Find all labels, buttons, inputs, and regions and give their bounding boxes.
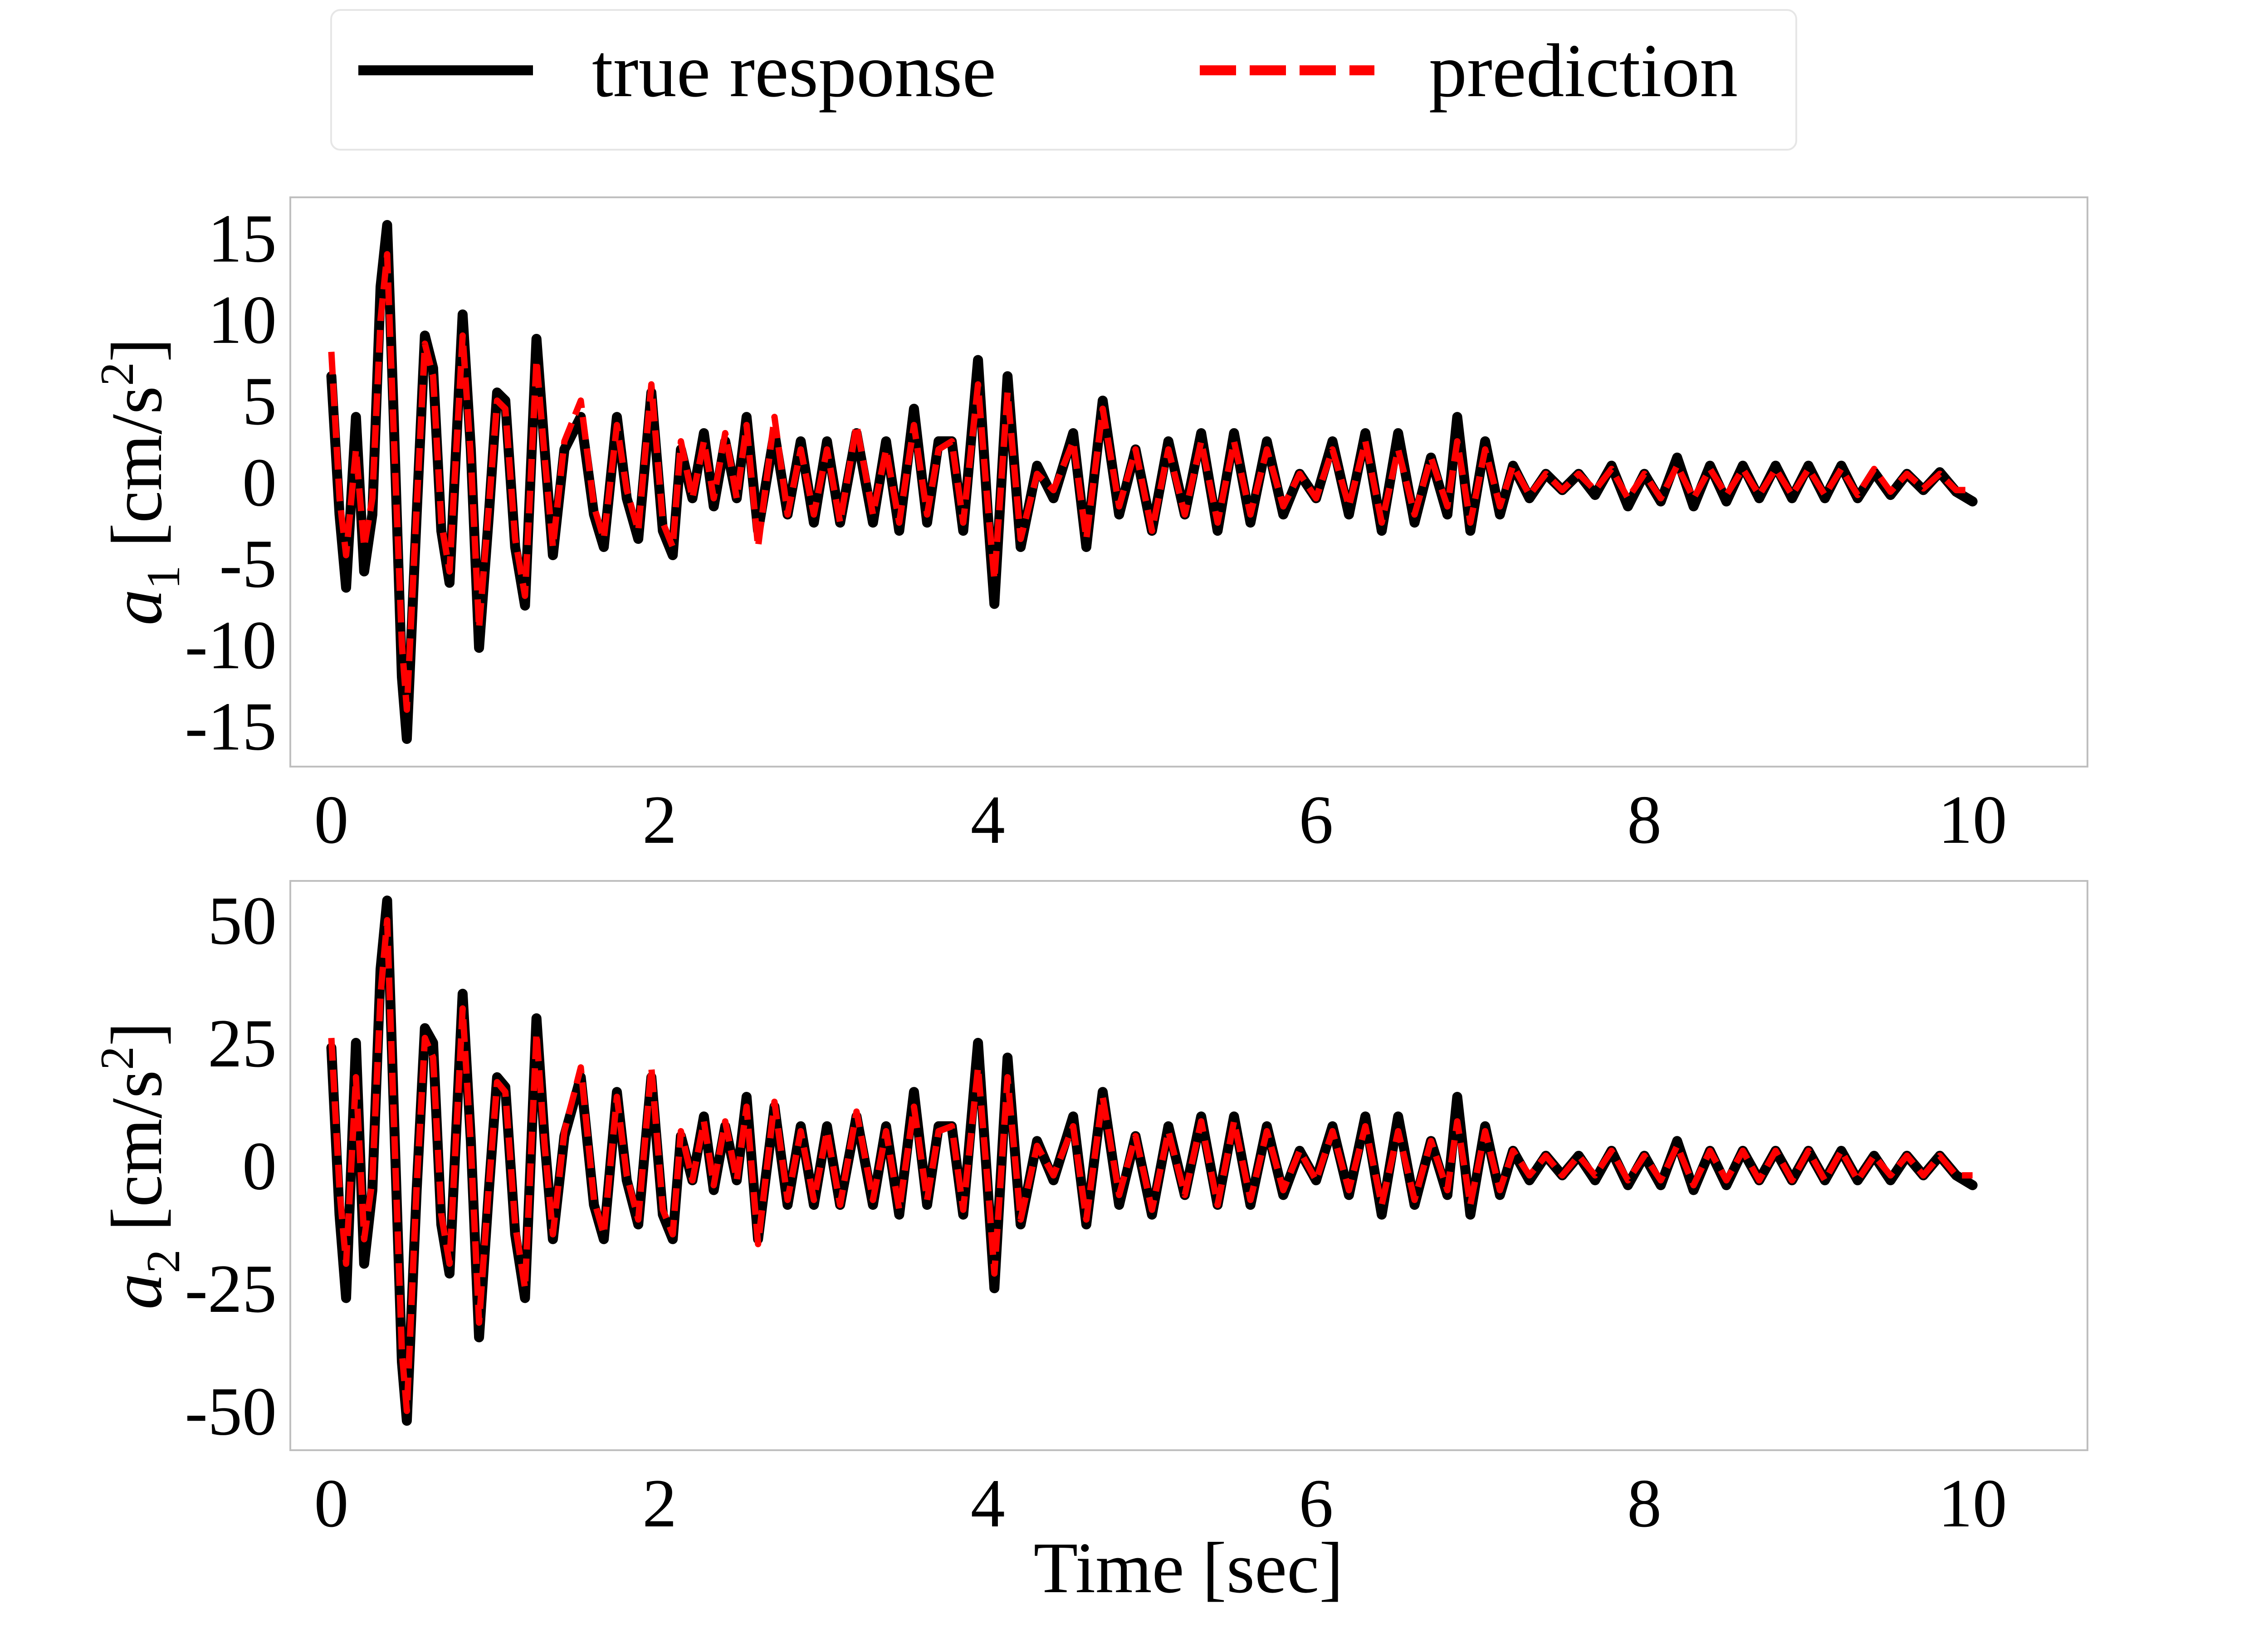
- top-y-axis-label: a1 [cm/s2]: [90, 338, 190, 626]
- top-ytick-label: 0: [242, 445, 277, 521]
- top-series-true-response-line: [326, 220, 1978, 744]
- top-ytick-label: -10: [185, 607, 277, 683]
- bottom-ytick-label: 25: [208, 1005, 277, 1081]
- legend-frame: [330, 9, 1797, 151]
- bottom-ytick-label: -25: [185, 1251, 277, 1327]
- top-axes-frame: [289, 196, 2088, 768]
- bottom-series-true-response-line: [326, 895, 1978, 1426]
- top-ytick-label: -5: [219, 526, 277, 602]
- top-xtick-label: 6: [1299, 782, 1333, 858]
- bottom-yticks: 50 25 0 -25 -50: [185, 883, 277, 1450]
- bottom-ytick-label: -50: [185, 1373, 277, 1449]
- top-xtick-label: 2: [642, 782, 677, 858]
- bottom-series-prediction-line: [328, 917, 1973, 1414]
- bottom-xtick-label: 8: [1627, 1465, 1662, 1541]
- top-ytick-label: 5: [242, 363, 277, 439]
- top-xticks: 0 2 4 6 8 10: [314, 782, 2007, 858]
- top-ytick-label: 10: [208, 282, 277, 358]
- top-series-prediction-line: [328, 251, 1973, 713]
- bottom-xtick-label: 4: [971, 1465, 1005, 1541]
- top-ytick-label: 15: [208, 200, 277, 277]
- top-series-layer: [326, 220, 1978, 744]
- bottom-ytick-label: 0: [242, 1128, 277, 1204]
- bottom-xtick-label: 2: [642, 1465, 677, 1541]
- top-xtick-label: 0: [314, 782, 348, 858]
- bottom-xtick-label: 10: [1938, 1465, 2007, 1541]
- bottom-y-axis-label: a2 [cm/s2]: [90, 1022, 190, 1310]
- bottom-xtick-label: 6: [1299, 1465, 1333, 1541]
- x-axis-label: Time [sec]: [1034, 1527, 1344, 1608]
- bottom-series-layer: [326, 895, 1978, 1426]
- top-ytick-label: -15: [185, 688, 277, 764]
- bottom-axes-frame: [289, 880, 2088, 1451]
- top-xtick-label: 10: [1938, 782, 2007, 858]
- legend: true response prediction: [330, 9, 1797, 151]
- legend-prediction-label: prediction: [1429, 29, 1738, 113]
- bottom-panel: 0 2 4 6 8 10 50 25 0 -25 -50 a2 [cm/s2] Time [sec…: [90, 880, 2088, 1608]
- bottom-xticks: 0 2 4 6 8 10: [314, 1465, 2007, 1541]
- top-xtick-label: 8: [1627, 782, 1662, 858]
- top-xtick-label: 4: [971, 782, 1005, 858]
- bottom-xtick-label: 0: [314, 1465, 348, 1541]
- legend-true-response-label: true response: [592, 29, 996, 113]
- bottom-ytick-label: 50: [208, 883, 277, 959]
